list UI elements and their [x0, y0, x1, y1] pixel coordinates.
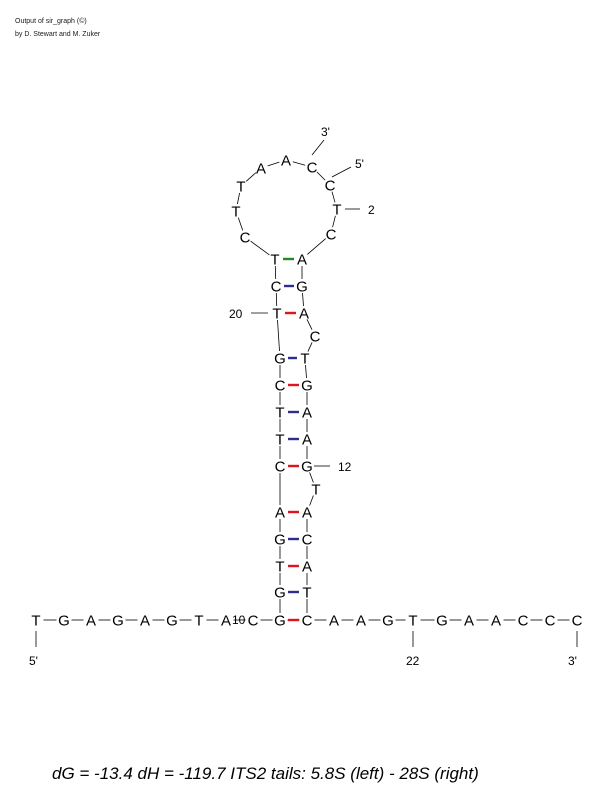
label-hairpin-3prime: 3' — [321, 125, 330, 139]
label-22: 22 — [406, 654, 420, 668]
tail-nucleotide: G — [58, 613, 70, 630]
stem-left-nucleotide: C — [275, 378, 286, 395]
stem-right-nucleotide: T — [311, 482, 320, 499]
loop-backbone — [316, 171, 326, 181]
loop-backbone — [237, 217, 244, 231]
header-line-2: by D. Stewart and M. Zuker — [15, 31, 101, 38]
stem-right-nucleotide: T — [300, 351, 309, 368]
stem-left-nucleotide: T — [275, 432, 284, 449]
loop-nucleotide: A — [256, 161, 266, 178]
label-20: 20 — [229, 307, 243, 321]
loop-backbone — [307, 238, 326, 255]
tail-nucleotide: C — [545, 613, 556, 630]
loop-nucleotide: C — [325, 178, 336, 195]
stem-right-nucleotide: A — [302, 432, 312, 449]
stem-right-nucleotide: A — [302, 559, 312, 576]
stem-left-nucleotide: G — [274, 351, 286, 368]
loop-backbone — [267, 161, 280, 167]
loop-backbone — [250, 240, 270, 256]
stem-left-nucleotide: G — [274, 585, 286, 602]
tail-nucleotide: G — [382, 613, 394, 630]
label-tail-5prime: 5' — [29, 654, 38, 668]
energy-summary: dG = -13.4 dH = -119.7 ITS2 tails: 5.8S … — [52, 764, 479, 783]
tail-nucleotide: C — [248, 613, 259, 630]
tail-nucleotide: A — [464, 613, 474, 630]
stem-backbone — [306, 319, 313, 330]
tail-nucleotide: T — [31, 613, 40, 630]
loop-backbone — [292, 161, 306, 166]
stem-backbone — [302, 292, 304, 307]
stem-backbone — [305, 364, 307, 379]
stem-left-nucleotide: G — [274, 532, 286, 549]
tick-hairpin-3prime — [311, 139, 325, 156]
stem-left-nucleotide: C — [271, 279, 282, 296]
loop-nucleotide: T — [236, 179, 245, 196]
stem-left-nucleotide: C — [275, 459, 286, 476]
loop-nucleotide: C — [326, 227, 337, 244]
stem-right-nucleotide: A — [302, 505, 312, 522]
base-pair-bonds — [283, 257, 299, 622]
tail-nucleotide: A — [140, 613, 150, 630]
loop-nucleotide: T — [332, 202, 341, 219]
stem-right-nucleotide: G — [301, 459, 313, 476]
backbone-lines — [43, 161, 570, 621]
stem-right-nucleotide: A — [299, 306, 309, 323]
loop-nucleotide: C — [307, 160, 318, 177]
stem-left-nucleotide: A — [275, 505, 285, 522]
stem-backbone — [277, 319, 280, 352]
label-10: 10 — [232, 613, 246, 627]
label-2: 2 — [368, 203, 375, 217]
stem-right-nucleotide: G — [296, 279, 308, 296]
tail-nucleotide: A — [86, 613, 96, 630]
stem-right-nucleotide: C — [302, 532, 313, 549]
header-line-1: Output of sir_graph (©) — [15, 18, 87, 25]
stem-right-nucleotide: A — [297, 252, 307, 269]
stem-left-nucleotide: T — [275, 405, 284, 422]
stem-right-nucleotide: A — [302, 405, 312, 422]
stem-left-nucleotide: T — [272, 306, 281, 323]
stem-right-nucleotide: G — [301, 378, 313, 395]
stem-backbone — [309, 495, 314, 506]
tail-nucleotide: C — [518, 613, 529, 630]
tail-nucleotide: G — [436, 613, 448, 630]
stem-left-nucleotide: T — [270, 252, 279, 269]
tail-nucleotide: A — [491, 613, 501, 630]
tail-nucleotide: A — [329, 613, 339, 630]
loop-backbone — [237, 192, 240, 205]
tail-nucleotide: G — [274, 613, 286, 630]
label-tail-3prime: 3' — [568, 654, 577, 668]
tail-nucleotide: A — [221, 613, 231, 630]
tail-nucleotide: A — [356, 613, 366, 630]
tail-nucleotide: T — [194, 613, 203, 630]
loop-nucleotide: C — [240, 230, 251, 247]
tail-nucleotide: C — [572, 613, 583, 630]
label-12: 12 — [338, 460, 352, 474]
loop-backbone — [332, 215, 336, 228]
tick-hairpin-5prime — [331, 166, 352, 178]
nucleotides: T G A G A G T A C G C A A G T G A A C C CGTGACTTCGTCTTACATGA… — [31, 153, 582, 630]
stem-left-nucleotide: T — [275, 559, 284, 576]
loop-nucleotide: A — [281, 153, 291, 170]
loop-backbone — [245, 172, 257, 182]
stem-backbone — [309, 472, 314, 483]
tail-nucleotide: G — [112, 613, 124, 630]
label-hairpin-5prime: 5' — [355, 157, 364, 171]
stem-right-nucleotide: C — [310, 329, 321, 346]
stem-right-nucleotide: T — [302, 585, 311, 602]
loop-backbone — [331, 191, 336, 203]
loop-nucleotide: T — [231, 204, 240, 221]
tail-nucleotide: G — [166, 613, 178, 630]
stem-backbone — [307, 342, 313, 352]
position-labels: 3' 5' 2 20 12 10 5' 22 3' — [29, 125, 578, 668]
tail-nucleotide: C — [302, 613, 313, 630]
tail-nucleotide: T — [408, 613, 417, 630]
